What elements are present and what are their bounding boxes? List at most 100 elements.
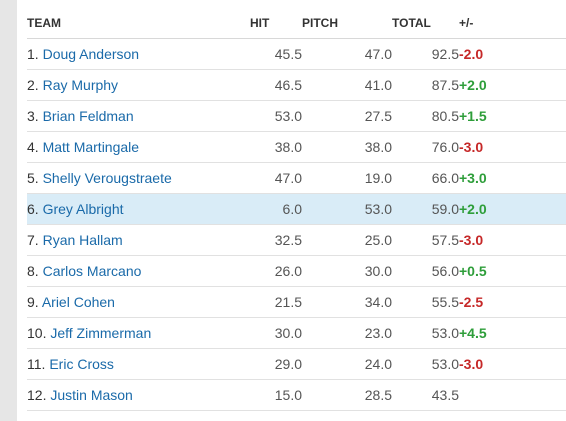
total-cell: 43.5 — [392, 379, 459, 411]
total-cell: 66.0 — [392, 162, 459, 194]
plus-minus-cell: -2.0 — [459, 38, 566, 70]
plus-minus-cell: -3.0 — [459, 224, 566, 256]
rank-number: 3. — [27, 108, 39, 124]
team-name-link[interactable]: Justin Mason — [50, 387, 133, 403]
rank-number: 5. — [27, 170, 39, 186]
table-row: 4. Matt Martingale 38.0 38.0 76.0 -3.0 — [27, 131, 566, 163]
rank-number: 1. — [27, 46, 39, 62]
hit-cell: 6.0 — [250, 193, 302, 225]
total-cell: 92.5 — [392, 38, 459, 70]
pitch-cell: 47.0 — [302, 38, 392, 70]
pitch-cell: 27.5 — [302, 100, 392, 132]
pitch-cell: 23.0 — [302, 317, 392, 349]
hit-cell: 45.5 — [250, 38, 302, 70]
pitch-cell: 53.0 — [302, 193, 392, 225]
rank-number: 7. — [27, 232, 39, 248]
column-header-plus-minus[interactable]: +/- — [459, 8, 566, 39]
plus-minus-cell: +2.0 — [459, 69, 566, 101]
rank-number: 10. — [27, 325, 47, 341]
team-name-link[interactable]: Brian Feldman — [42, 108, 134, 124]
hit-cell: 30.0 — [250, 317, 302, 349]
team-name-link[interactable]: Grey Albright — [42, 201, 124, 217]
table-row: 2. Ray Murphy 46.5 41.0 87.5 +2.0 — [27, 69, 566, 101]
table-row: 1. Doug Anderson 45.5 47.0 92.5 -2.0 — [27, 38, 566, 70]
team-cell: 11. Eric Cross — [27, 348, 250, 380]
hit-cell: 47.0 — [250, 162, 302, 194]
team-cell: 4. Matt Martingale — [27, 131, 250, 163]
rank-number: 6. — [27, 201, 39, 217]
team-name-link[interactable]: Carlos Marcano — [42, 263, 142, 279]
team-name-link[interactable]: Matt Martingale — [42, 139, 140, 155]
table-row: 6. Grey Albright 6.0 53.0 59.0 +2.0 — [27, 193, 566, 225]
total-cell: 53.0 — [392, 317, 459, 349]
column-header-hit[interactable]: HIT — [250, 8, 302, 39]
table-row: 12. Justin Mason 15.0 28.5 43.5 — [27, 379, 566, 411]
total-cell: 56.0 — [392, 255, 459, 287]
pitch-cell: 41.0 — [302, 69, 392, 101]
plus-minus-cell: +4.5 — [459, 317, 566, 349]
plus-minus-cell — [459, 379, 566, 411]
total-cell: 76.0 — [392, 131, 459, 163]
left-gutter — [0, 0, 17, 421]
pitch-cell: 28.5 — [302, 379, 392, 411]
table-row: 11. Eric Cross 29.0 24.0 53.0 -3.0 — [27, 348, 566, 380]
team-name-link[interactable]: Ryan Hallam — [42, 232, 123, 248]
team-cell: 12. Justin Mason — [27, 379, 250, 411]
hit-cell: 21.5 — [250, 286, 302, 318]
team-name-link[interactable]: Doug Anderson — [42, 46, 140, 62]
column-header-team[interactable]: TEAM — [27, 8, 250, 39]
team-cell: 10. Jeff Zimmerman — [27, 317, 250, 349]
table-row: 5. Shelly Verougstraete 47.0 19.0 66.0 +3.0 — [27, 162, 566, 194]
hit-cell: 38.0 — [250, 131, 302, 163]
pitch-cell: 30.0 — [302, 255, 392, 287]
team-cell: 1. Doug Anderson — [27, 38, 250, 70]
plus-minus-cell: +0.5 — [459, 255, 566, 287]
hit-cell: 53.0 — [250, 100, 302, 132]
table-row: 7. Ryan Hallam 32.5 25.0 57.5 -3.0 — [27, 224, 566, 256]
table-row: 10. Jeff Zimmerman 30.0 23.0 53.0 +4.5 — [27, 317, 566, 349]
table-row: 3. Brian Feldman 53.0 27.5 80.5 +1.5 — [27, 100, 566, 132]
team-cell: 7. Ryan Hallam — [27, 224, 250, 256]
team-cell: 6. Grey Albright — [27, 193, 250, 225]
rank-number: 11. — [27, 356, 46, 372]
team-cell: 2. Ray Murphy — [27, 69, 250, 101]
team-name-link[interactable]: Shelly Verougstraete — [42, 170, 172, 186]
hit-cell: 26.0 — [250, 255, 302, 287]
pitch-cell: 38.0 — [302, 131, 392, 163]
header-row: TEAM HIT PITCH TOTAL +/- — [27, 8, 566, 39]
plus-minus-cell: -2.5 — [459, 286, 566, 318]
hit-cell: 29.0 — [250, 348, 302, 380]
rank-number: 9. — [27, 294, 39, 310]
team-name-link[interactable]: Ariel Cohen — [41, 294, 115, 310]
hit-cell: 32.5 — [250, 224, 302, 256]
team-cell: 3. Brian Feldman — [27, 100, 250, 132]
table-row: 9. Ariel Cohen 21.5 34.0 55.5 -2.5 — [27, 286, 566, 318]
team-cell: 5. Shelly Verougstraete — [27, 162, 250, 194]
team-cell: 8. Carlos Marcano — [27, 255, 250, 287]
column-header-pitch[interactable]: PITCH — [302, 8, 392, 39]
team-name-link[interactable]: Jeff Zimmerman — [50, 325, 152, 341]
plus-minus-cell: +2.0 — [459, 193, 566, 225]
total-cell: 87.5 — [392, 69, 459, 101]
total-cell: 80.5 — [392, 100, 459, 132]
column-header-total[interactable]: TOTAL — [392, 8, 459, 39]
rank-number: 12. — [27, 387, 47, 403]
plus-minus-cell: -3.0 — [459, 131, 566, 163]
team-name-link[interactable]: Ray Murphy — [42, 77, 119, 93]
total-cell: 53.0 — [392, 348, 459, 380]
team-cell: 9. Ariel Cohen — [27, 286, 250, 318]
plus-minus-cell: -3.0 — [459, 348, 566, 380]
pitch-cell: 25.0 — [302, 224, 392, 256]
pitch-cell: 19.0 — [302, 162, 392, 194]
total-cell: 59.0 — [392, 193, 459, 225]
pitch-cell: 24.0 — [302, 348, 392, 380]
rank-number: 8. — [27, 263, 39, 279]
rank-number: 4. — [27, 139, 39, 155]
plus-minus-cell: +3.0 — [459, 162, 566, 194]
total-cell: 57.5 — [392, 224, 459, 256]
rank-number: 2. — [27, 77, 39, 93]
hit-cell: 15.0 — [250, 379, 302, 411]
team-name-link[interactable]: Eric Cross — [49, 356, 114, 372]
standings-table: TEAM HIT PITCH TOTAL +/- 1. Doug Anderso… — [27, 8, 566, 411]
